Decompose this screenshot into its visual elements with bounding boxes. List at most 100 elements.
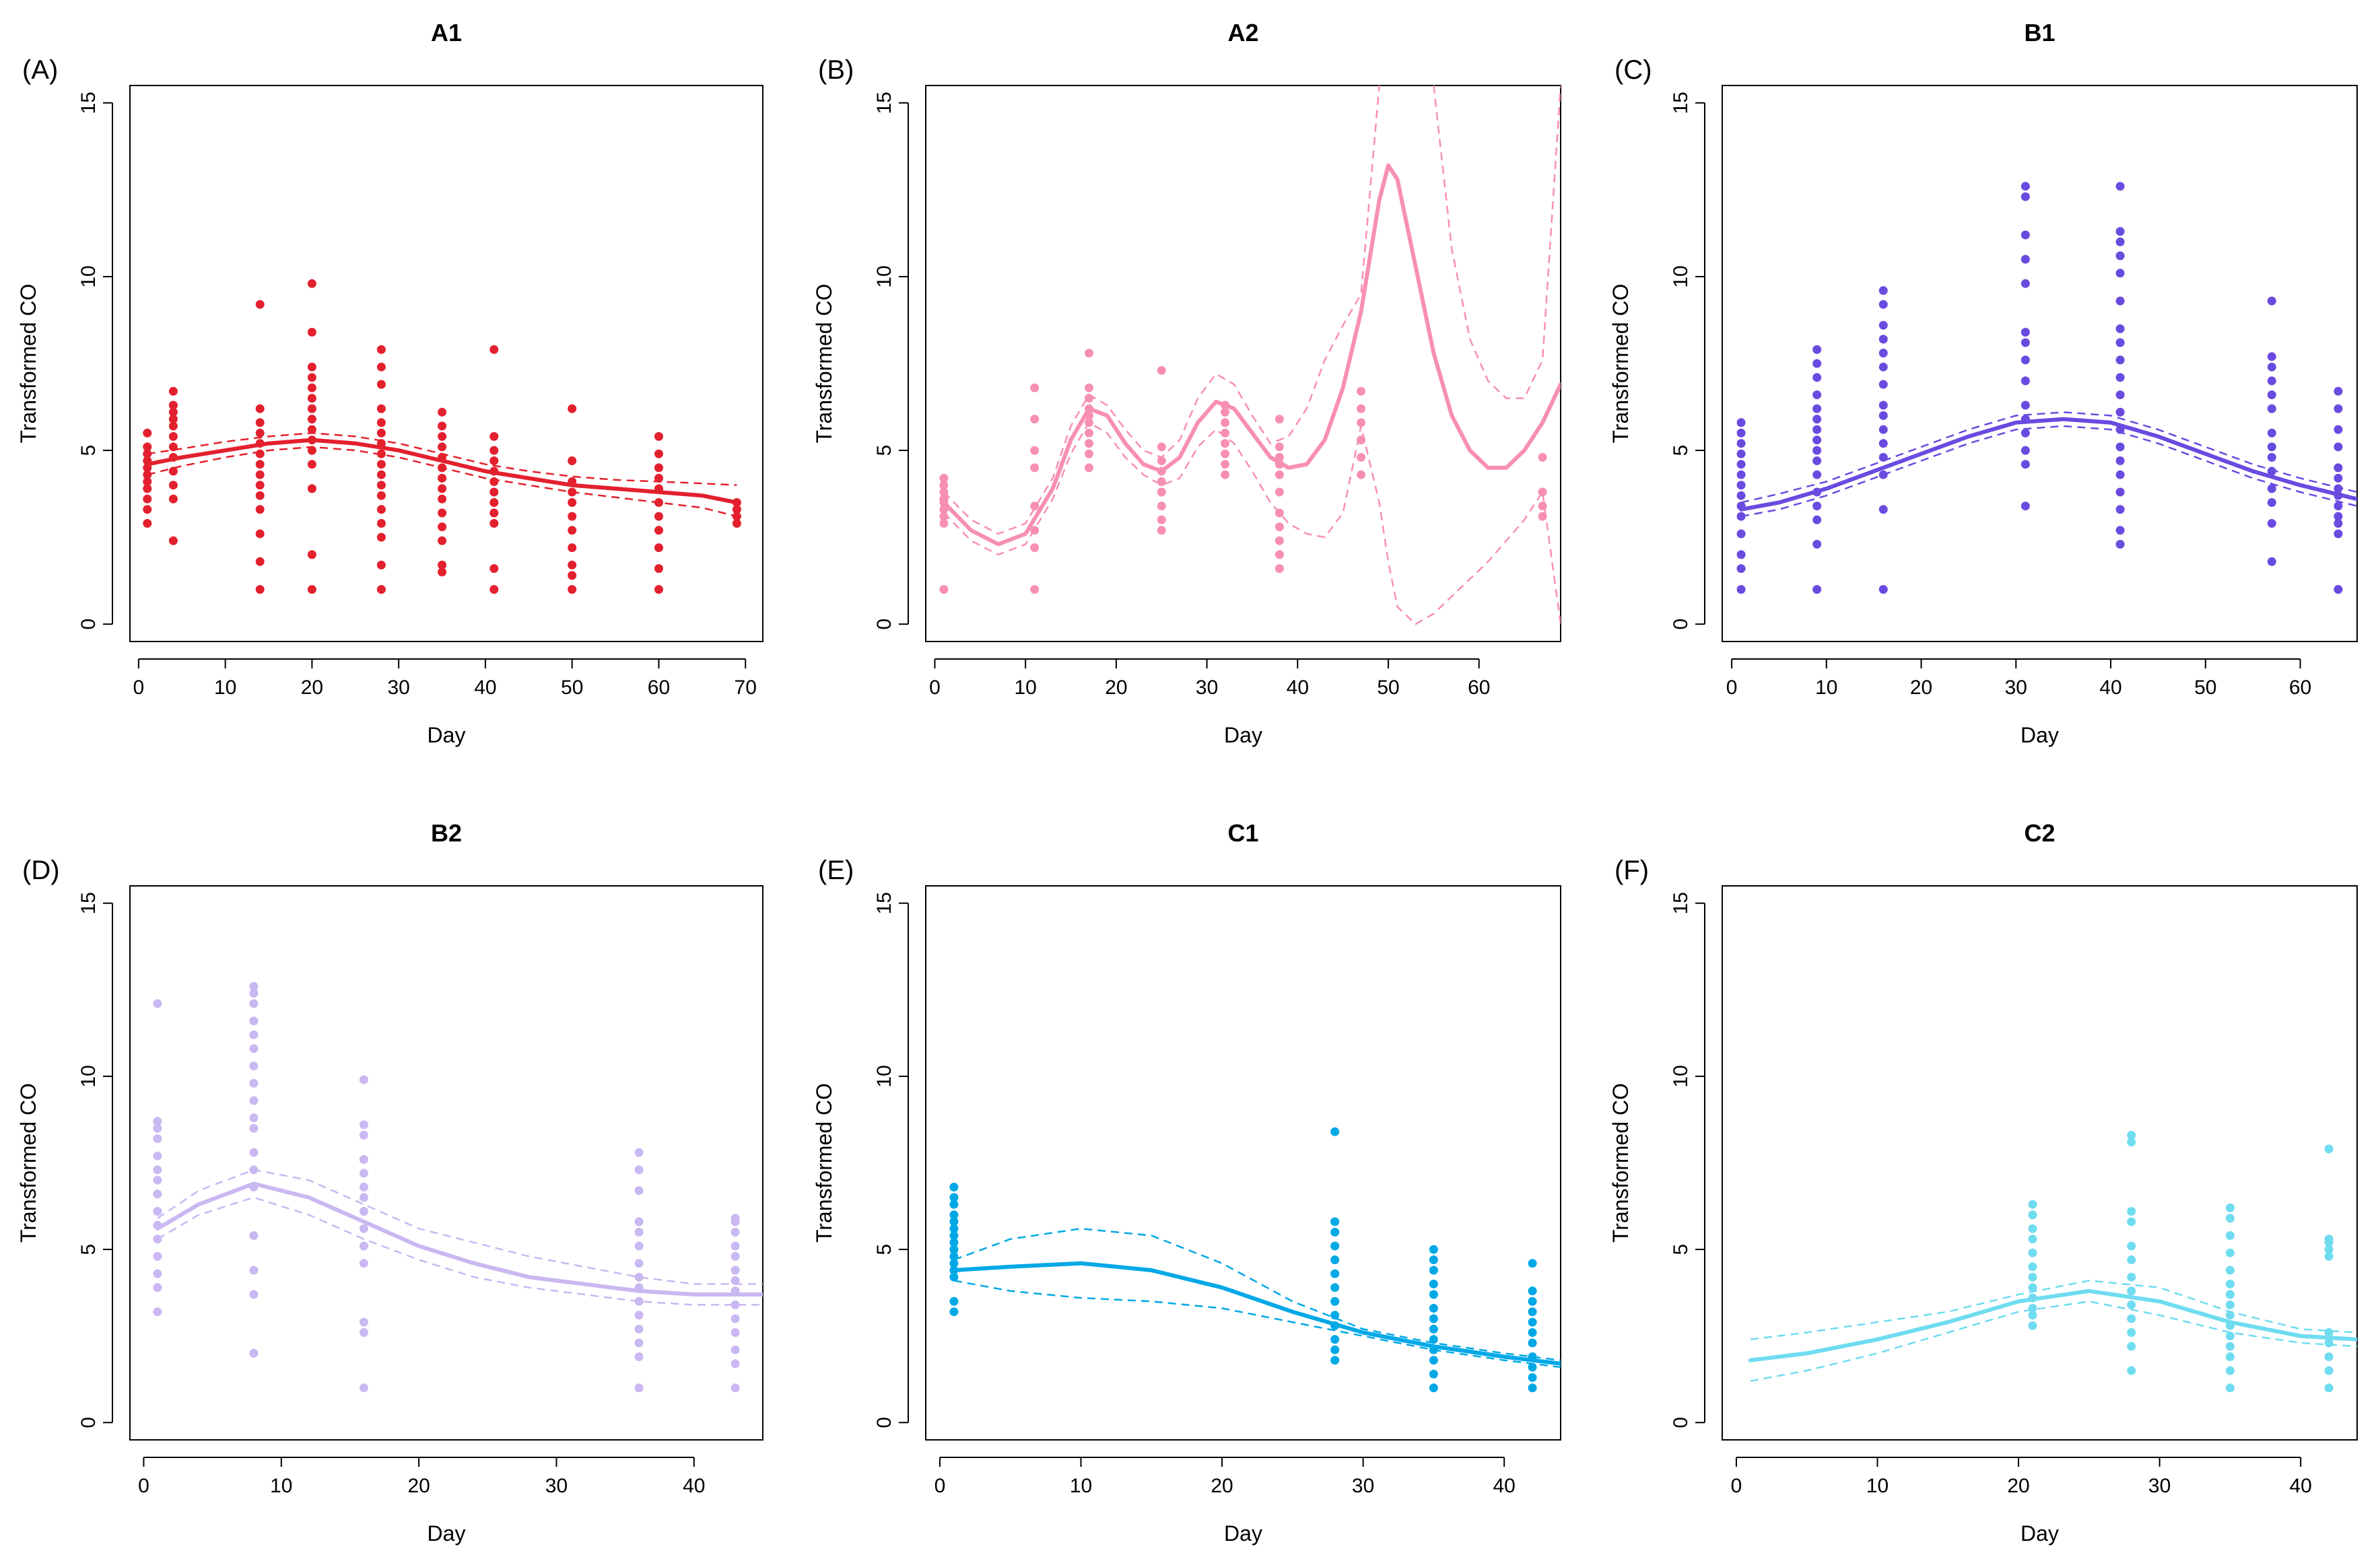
- data-point: [730, 1300, 740, 1309]
- x-tick-label: 50: [561, 677, 583, 699]
- data-point: [2115, 296, 2125, 306]
- upper-bound-line: [147, 432, 737, 486]
- data-point: [2324, 1144, 2334, 1154]
- data-point: [634, 1259, 644, 1268]
- data-point: [376, 585, 386, 594]
- data-point: [359, 1120, 368, 1130]
- x-tick-label: 20: [1105, 677, 1127, 699]
- data-point: [1330, 1283, 1340, 1292]
- data-point: [949, 1231, 959, 1240]
- data-point: [1330, 1345, 1340, 1354]
- upper-bound-line: [1750, 1280, 2357, 1341]
- data-point: [2267, 376, 2276, 386]
- data-point: [730, 1227, 740, 1237]
- data-point: [2020, 460, 2030, 469]
- y-tick-label: 0: [1670, 619, 1692, 630]
- data-point: [376, 532, 386, 542]
- data-point: [939, 519, 949, 528]
- data-point: [376, 560, 386, 569]
- data-point: [359, 1075, 368, 1084]
- data-point: [2225, 1290, 2235, 1299]
- data-point: [654, 543, 663, 553]
- data-point: [1085, 428, 1093, 438]
- data-point: [153, 1307, 162, 1317]
- x-tick-label: 10: [1815, 677, 1837, 699]
- data-point: [489, 508, 499, 518]
- data-point: [939, 494, 949, 504]
- data-point: [1221, 439, 1230, 448]
- x-tick-label: 10: [1070, 1475, 1092, 1497]
- data-point: [949, 1217, 959, 1226]
- data-point: [2028, 1262, 2037, 1272]
- data-point: [949, 1296, 959, 1306]
- data-point: [2324, 1383, 2334, 1393]
- panel-c2: C2 (F) 0 10 20 30 40 Day 0 5 10 15 Transformed CO: [1608, 819, 2358, 1546]
- x-tick-label: 40: [683, 1475, 705, 1497]
- data-point: [568, 571, 577, 580]
- data-point: [1157, 366, 1166, 375]
- panel-c1: C1 (E) 0 10 20 30 40 Day 0 5 10 15 Transformed CO: [812, 819, 1561, 1546]
- data-point: [1030, 463, 1040, 473]
- data-point: [255, 460, 265, 469]
- data-point: [307, 585, 316, 594]
- data-point: [168, 481, 178, 490]
- data-point: [168, 386, 178, 396]
- panel-a1: A1 (A) 0 10 20 30 40 50 60 70 Day 0 5 10 15 Transformed…: [16, 19, 763, 747]
- y-tick-label: 0: [77, 619, 100, 630]
- y-tick-label: 0: [1670, 1417, 1692, 1428]
- data-point: [568, 456, 577, 465]
- data-point: [359, 1241, 368, 1251]
- data-point: [1429, 1324, 1438, 1334]
- data-point: [1274, 522, 1284, 532]
- panel-label: (D): [22, 856, 60, 885]
- data-point: [2267, 352, 2276, 361]
- data-point: [249, 1062, 259, 1070]
- data-point: [307, 362, 316, 372]
- data-point: [168, 536, 178, 545]
- data-point: [1085, 383, 1093, 392]
- panel-title: C2: [2024, 819, 2055, 847]
- data-point: [568, 585, 577, 594]
- data-point: [376, 428, 386, 438]
- data-point: [1812, 470, 1822, 479]
- plot-frame: [1722, 85, 2358, 642]
- panel-title: B2: [431, 819, 462, 847]
- data-point: [1221, 470, 1230, 479]
- data-point: [2028, 1210, 2037, 1220]
- data-point: [2115, 456, 2125, 465]
- y-tick-label: 15: [1670, 892, 1692, 914]
- data-point: [2225, 1231, 2235, 1240]
- data-point: [2225, 1203, 2235, 1212]
- data-point: [2115, 373, 2125, 382]
- x-tick-label: 30: [2005, 677, 2027, 699]
- data-point: [634, 1311, 644, 1320]
- data-point: [359, 1169, 368, 1178]
- data-point: [307, 394, 316, 403]
- data-point: [2115, 237, 2125, 246]
- data-point: [1157, 456, 1166, 465]
- data-point: [168, 407, 178, 417]
- data-point: [1878, 335, 1888, 344]
- data-point: [2267, 466, 2276, 476]
- fitted-curve: [951, 1261, 1561, 1366]
- data-point: [2020, 401, 2030, 410]
- data-point: [1812, 373, 1822, 382]
- data-point: [1878, 401, 1888, 410]
- x-tick-label: 20: [407, 1475, 430, 1497]
- data-point: [2334, 425, 2343, 434]
- data-point: [730, 1276, 740, 1285]
- data-point: [2020, 192, 2030, 201]
- data-point: [168, 494, 178, 504]
- data-point: [376, 380, 386, 389]
- data-point: [376, 404, 386, 413]
- data-point: [2334, 386, 2343, 396]
- data-point: [568, 526, 577, 535]
- data-point: [1157, 501, 1166, 511]
- data-point: [2225, 1266, 2235, 1275]
- x-tick-label: 30: [545, 1475, 568, 1497]
- data-point: [376, 505, 386, 514]
- data-point: [143, 505, 152, 514]
- panel-title: A1: [431, 19, 462, 46]
- data-point: [359, 1154, 368, 1164]
- fitted-curve: [145, 438, 739, 505]
